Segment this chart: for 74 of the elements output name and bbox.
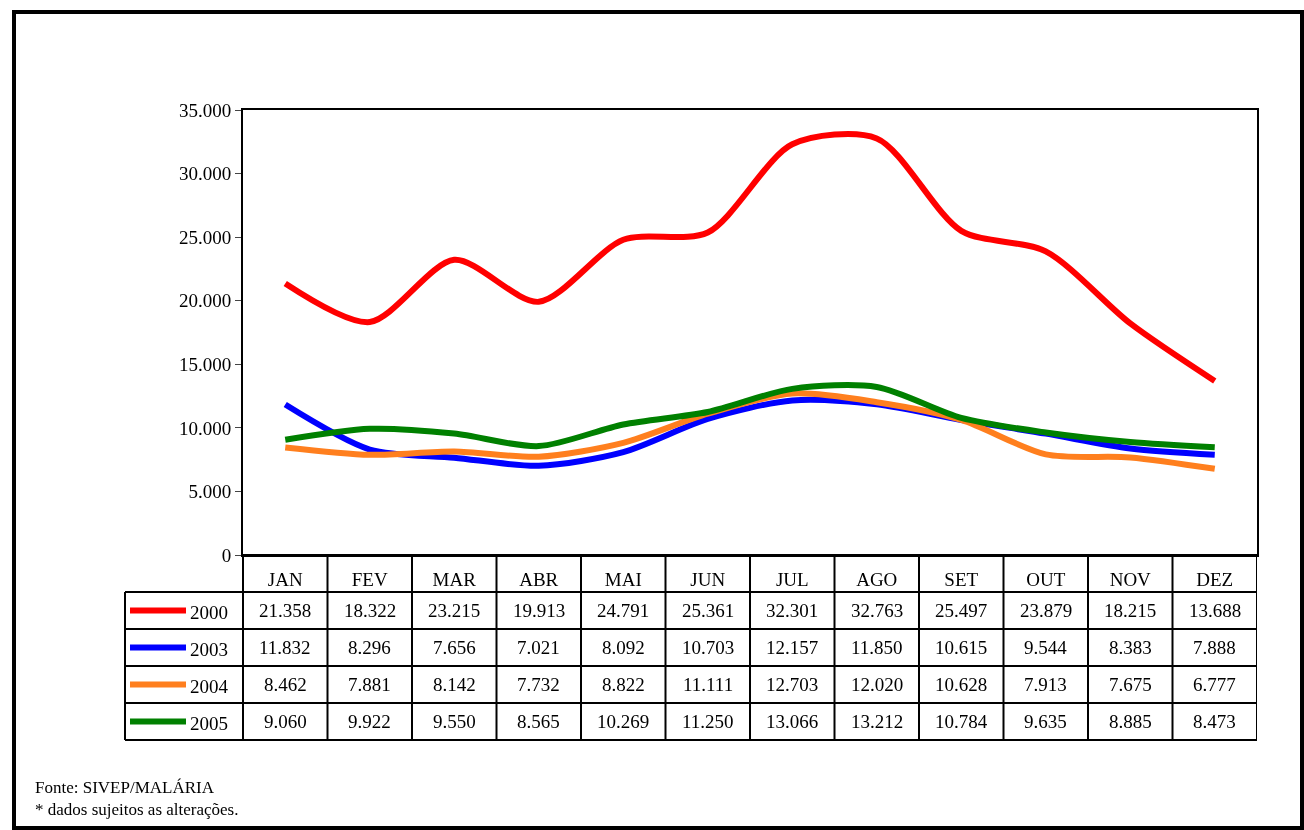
data-label: 23.215 bbox=[428, 600, 481, 621]
data-label: 13.212 bbox=[851, 711, 904, 732]
data-label: 8.092 bbox=[602, 637, 645, 658]
data-label: 7.675 bbox=[1109, 674, 1152, 695]
y-tick-label: 20.000 bbox=[178, 290, 232, 312]
data-label: 9.922 bbox=[348, 711, 391, 732]
data-label: 8.565 bbox=[517, 711, 560, 732]
data-label: 7.656 bbox=[433, 637, 476, 658]
data-label: 11.850 bbox=[851, 637, 903, 658]
data-label: 8.142 bbox=[433, 674, 476, 695]
data-label: 13.066 bbox=[766, 711, 819, 732]
y-tick-label: 0 bbox=[221, 544, 232, 566]
x-tick-label: SET bbox=[944, 568, 979, 590]
data-label: 7.881 bbox=[348, 674, 391, 695]
data-label: 7.021 bbox=[517, 637, 560, 658]
x-tick-label: MAI bbox=[604, 568, 642, 590]
data-label: 11.832 bbox=[259, 637, 311, 658]
y-tick-label: 10.000 bbox=[178, 417, 232, 439]
y-tick-label: 25.000 bbox=[178, 226, 232, 248]
data-label: 12.020 bbox=[851, 674, 904, 695]
text: * dados sujeitos as alterações. bbox=[35, 800, 239, 819]
data-label: 10.703 bbox=[682, 637, 735, 658]
x-tick-label: AGO bbox=[856, 568, 898, 590]
x-tick-label: MAR bbox=[432, 568, 477, 590]
data-label: 9.635 bbox=[1024, 711, 1067, 732]
data-label: 8.822 bbox=[602, 674, 645, 695]
data-label: 21.358 bbox=[259, 600, 312, 621]
data-label: 12.703 bbox=[766, 674, 819, 695]
data-label: 18.215 bbox=[1104, 600, 1157, 621]
data-label: 7.732 bbox=[517, 674, 560, 695]
data-label: 24.791 bbox=[597, 600, 650, 621]
x-tick-label: JUN bbox=[690, 568, 726, 590]
y-tick-label: 15.000 bbox=[178, 353, 232, 375]
legend-label: 2005 bbox=[190, 713, 228, 734]
data-label: 10.784 bbox=[935, 711, 988, 732]
data-label: 10.269 bbox=[597, 711, 650, 732]
source-note: Fonte: SIVEP/MALÁRIA bbox=[35, 778, 215, 797]
data-label: 32.301 bbox=[766, 600, 819, 621]
x-tick-label: DEZ bbox=[1196, 568, 1234, 590]
legend-label: 2000 bbox=[190, 602, 228, 623]
x-tick-label: JAN bbox=[267, 568, 303, 590]
data-label: 12.157 bbox=[766, 637, 819, 658]
data-label: 8.296 bbox=[348, 637, 391, 658]
legend-label: 2003 bbox=[190, 639, 228, 660]
y-tick-label: 30.000 bbox=[178, 163, 232, 185]
data-label: 9.550 bbox=[433, 711, 476, 732]
data-label: 6.777 bbox=[1193, 674, 1236, 695]
data-label: 23.879 bbox=[1020, 600, 1073, 621]
data-label: 8.383 bbox=[1109, 637, 1152, 658]
x-tick-label: ABR bbox=[519, 568, 559, 590]
legend-label: 2004 bbox=[190, 676, 229, 697]
data-label: 18.322 bbox=[344, 600, 397, 621]
y-tick-label: 5.000 bbox=[188, 481, 232, 503]
data-label: 11.111 bbox=[683, 674, 734, 695]
data-label: 7.888 bbox=[1193, 637, 1236, 658]
data-label: 7.913 bbox=[1024, 674, 1067, 695]
x-tick-label: OUT bbox=[1026, 568, 1066, 590]
data-label: 8.885 bbox=[1109, 711, 1152, 732]
data-label: 32.763 bbox=[851, 600, 904, 621]
data-label: 8.473 bbox=[1193, 711, 1236, 732]
data-label: 25.361 bbox=[682, 600, 735, 621]
data-label: 10.615 bbox=[935, 637, 988, 658]
data-label: 10.628 bbox=[935, 674, 988, 695]
data-label: 9.060 bbox=[264, 711, 307, 732]
data-label: 19.913 bbox=[513, 600, 566, 621]
y-tick-label: 35.000 bbox=[178, 99, 232, 121]
x-tick-label: JUL bbox=[775, 568, 809, 590]
data-label: 11.250 bbox=[682, 711, 734, 732]
x-tick-label: FEV bbox=[351, 568, 388, 590]
data-label: 13.688 bbox=[1189, 600, 1242, 621]
x-tick-label: NOV bbox=[1109, 568, 1152, 590]
data-label: 8.462 bbox=[264, 674, 307, 695]
data-label: 9.544 bbox=[1024, 637, 1068, 658]
data-label: 25.497 bbox=[935, 600, 988, 621]
